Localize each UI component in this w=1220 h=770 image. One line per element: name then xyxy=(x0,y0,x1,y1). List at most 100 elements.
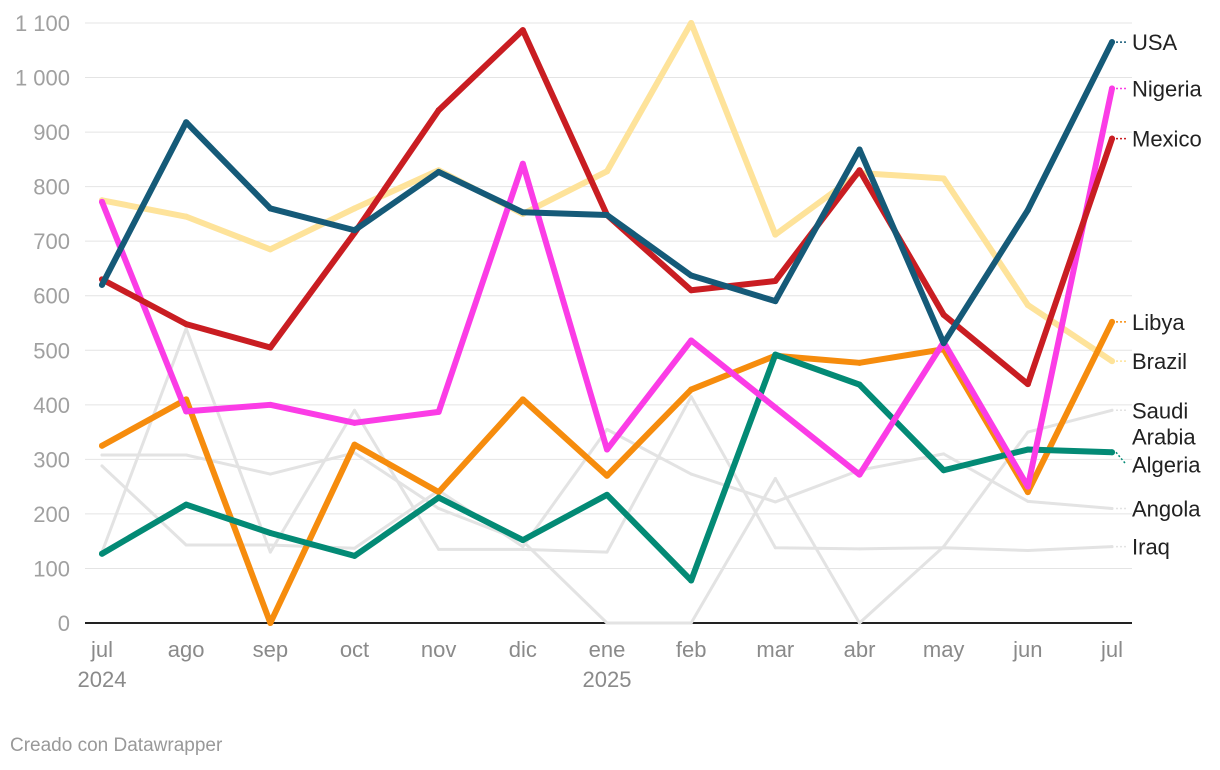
y-tick-label: 100 xyxy=(33,556,70,581)
data-point xyxy=(183,213,190,220)
data-point xyxy=(605,550,609,554)
data-point xyxy=(604,472,610,479)
series-label: Arabia xyxy=(1132,424,1196,449)
data-point xyxy=(183,408,190,415)
data-point xyxy=(353,546,356,550)
x-tick-label: jul xyxy=(1100,637,1123,662)
x-year-label: 2025 xyxy=(583,667,632,692)
series-line xyxy=(99,39,1115,347)
data-point xyxy=(772,278,779,284)
x-tick-label: nov xyxy=(421,637,456,662)
data-point xyxy=(772,231,779,238)
data-point xyxy=(437,506,441,510)
x-tick-label: ago xyxy=(168,637,205,662)
data-point xyxy=(353,408,356,412)
data-point xyxy=(351,441,358,448)
data-point xyxy=(688,20,695,26)
data-point xyxy=(689,621,693,625)
y-tick-label: 400 xyxy=(33,393,70,418)
data-point xyxy=(267,620,274,626)
data-point xyxy=(1109,449,1115,456)
series-label: Nigeria xyxy=(1132,76,1202,101)
data-point xyxy=(1026,499,1030,503)
series-algeria xyxy=(99,351,1115,584)
data-point xyxy=(1109,358,1115,365)
series-line xyxy=(99,85,1115,490)
y-tick-label: 500 xyxy=(33,338,70,363)
data-point xyxy=(183,321,190,328)
series-label: Algeria xyxy=(1132,452,1201,477)
data-point xyxy=(856,359,863,366)
series-label: Iraq xyxy=(1132,535,1170,560)
x-tick-label: feb xyxy=(676,637,707,662)
data-point xyxy=(351,419,358,426)
data-point xyxy=(858,547,861,551)
data-point xyxy=(1109,39,1115,46)
data-point xyxy=(184,543,188,547)
y-tick-label: 700 xyxy=(33,229,70,254)
data-point xyxy=(100,464,104,468)
data-point xyxy=(688,337,695,344)
data-point xyxy=(942,545,946,549)
data-point xyxy=(99,550,105,557)
data-point xyxy=(519,396,526,403)
data-point xyxy=(521,545,525,549)
data-point xyxy=(268,472,272,476)
data-point xyxy=(267,530,274,536)
data-point xyxy=(268,550,272,554)
data-point xyxy=(1026,430,1030,434)
data-point xyxy=(773,546,777,550)
data-point xyxy=(435,168,442,175)
data-point xyxy=(772,404,779,411)
data-point xyxy=(605,621,609,625)
x-tick-label: may xyxy=(923,637,965,662)
x-year-label: 2024 xyxy=(78,667,127,692)
data-point xyxy=(940,311,947,318)
data-point xyxy=(858,621,861,625)
label-connector xyxy=(1115,451,1127,465)
data-point xyxy=(184,326,188,330)
data-point xyxy=(99,442,105,449)
series-brazil xyxy=(99,20,1115,365)
data-point xyxy=(100,453,104,457)
data-point xyxy=(940,340,947,347)
line-chart: 0 100 200 300 400 500 600 700 800 900 1 000 1 100 j… xyxy=(15,11,1203,692)
data-point xyxy=(1109,85,1115,92)
data-point xyxy=(604,491,610,498)
x-tick-label: dic xyxy=(509,637,537,662)
series-label: USA xyxy=(1132,30,1178,55)
y-tick-label: 600 xyxy=(33,284,70,309)
data-point xyxy=(773,476,777,480)
series-line xyxy=(99,351,1115,584)
series-libya xyxy=(99,318,1115,626)
data-point xyxy=(267,344,274,351)
data-point xyxy=(772,351,779,358)
x-tick-label: ene xyxy=(589,637,626,662)
data-point xyxy=(99,198,105,205)
data-point xyxy=(773,500,777,504)
data-point xyxy=(940,175,947,182)
data-point xyxy=(605,427,609,431)
data-point xyxy=(267,401,274,408)
data-point xyxy=(856,146,863,153)
y-axis-ticks: 0 100 200 300 400 500 600 700 800 900 1 000 1 100 xyxy=(15,11,70,636)
data-point xyxy=(1110,506,1114,510)
data-point xyxy=(1024,381,1031,388)
x-tick-label: mar xyxy=(756,637,794,662)
x-tick-label: abr xyxy=(844,637,876,662)
data-point xyxy=(688,386,695,393)
data-point xyxy=(1024,489,1031,496)
data-point xyxy=(437,547,441,551)
data-point xyxy=(435,408,442,415)
x-tick-label: jun xyxy=(1012,637,1042,662)
y-tick-label: 200 xyxy=(33,502,70,527)
data-point xyxy=(1110,545,1114,549)
data-point xyxy=(856,471,863,478)
data-point xyxy=(1024,483,1031,490)
series-usa xyxy=(99,39,1115,347)
credit-footer: Creado con Datawrapper xyxy=(10,735,223,756)
data-point xyxy=(268,543,272,547)
data-point xyxy=(183,119,190,126)
series-lines xyxy=(99,20,1115,626)
